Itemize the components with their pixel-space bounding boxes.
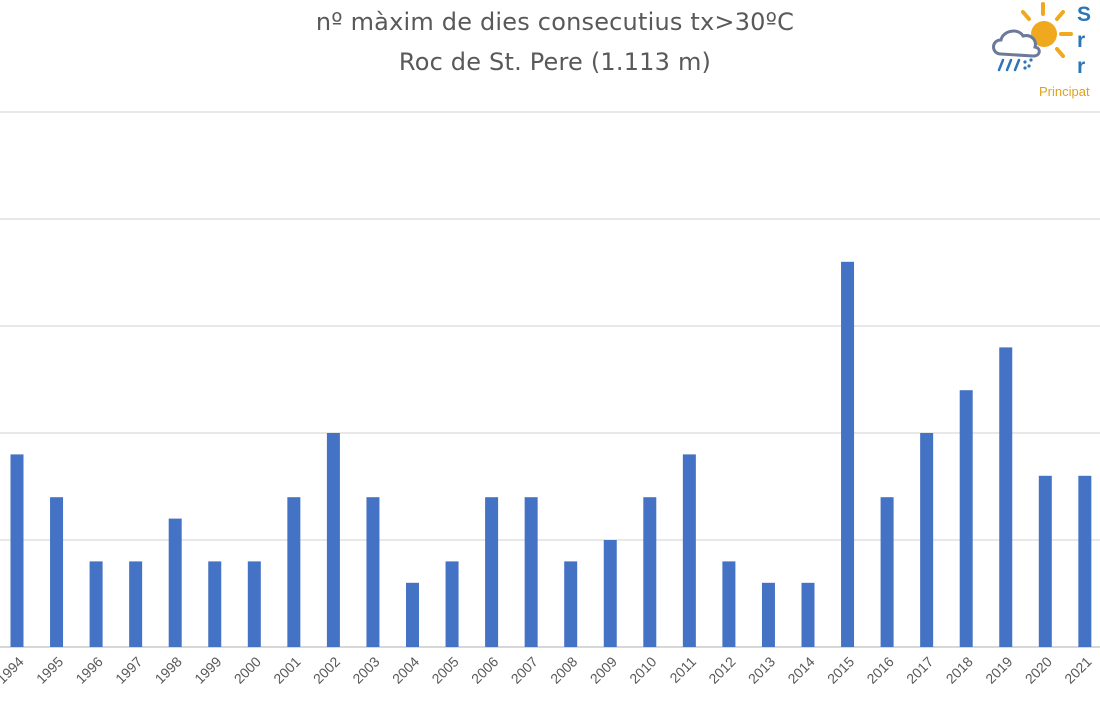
logo-lettering: S r r — [1077, 2, 1100, 80]
gridlines — [0, 111, 1100, 648]
bar-2018 — [959, 390, 973, 647]
x-tick-label: 2003 — [349, 653, 382, 686]
bar-1994 — [10, 454, 24, 647]
x-tick-label: 2021 — [1061, 653, 1094, 686]
bars — [10, 261, 1092, 647]
bar-2020 — [1038, 475, 1052, 647]
x-tick-label: 1996 — [72, 653, 105, 686]
bar-2001 — [287, 497, 301, 647]
x-tick-label: 1997 — [112, 653, 145, 686]
chart-subtitle: Roc de St. Pere (1.113 m) — [398, 48, 712, 76]
brand-logo: S r r Principat — [985, 0, 1100, 108]
x-tick-label: 2014 — [784, 653, 817, 686]
bar-1996 — [89, 561, 103, 647]
bar-1997 — [129, 561, 143, 647]
bar-2021 — [1078, 475, 1092, 647]
x-tick-label: 2019 — [982, 653, 1015, 686]
x-tick-label: 2013 — [745, 653, 778, 686]
x-tick-label: 2020 — [1022, 653, 1055, 686]
bar-2005 — [445, 561, 459, 647]
bar-2016 — [880, 497, 894, 647]
bar-2017 — [920, 433, 934, 647]
logo-letter: S — [1077, 3, 1092, 26]
logo-letter: r — [1077, 29, 1086, 52]
bar-2004 — [406, 582, 419, 647]
bar-2013 — [761, 582, 775, 647]
x-tick-label: 2002 — [310, 653, 343, 686]
x-tick-label: 2018 — [943, 653, 976, 686]
x-tick-label: 2005 — [428, 653, 461, 686]
x-tick-label: 1995 — [33, 653, 66, 686]
x-tick-label: 2004 — [389, 653, 422, 686]
x-tick-label: 2017 — [903, 653, 936, 686]
bar-1998 — [168, 518, 182, 647]
x-tick-label: 1998 — [152, 653, 185, 686]
x-axis-labels: 1994 1995 1996 1997 1998 1999 2000 2001 2002 2003… — [0, 653, 1095, 686]
bar-2009 — [603, 540, 617, 647]
bar-2006 — [485, 497, 499, 647]
logo-subtitle: Principat — [1039, 84, 1090, 99]
bar-1995 — [50, 497, 64, 647]
logo-letter: r — [1077, 55, 1086, 78]
x-tick-label: 2007 — [508, 653, 541, 686]
chart-title: nº màxim de dies consecutius tx>30ºC — [315, 8, 795, 36]
x-tick-label: 2012 — [705, 653, 738, 686]
weather-sun-cloud-icon — [992, 2, 1073, 72]
x-tick-label: 2015 — [824, 653, 857, 686]
x-tick-label: 1994 — [0, 653, 27, 686]
bar-2008 — [564, 561, 578, 647]
bar-1999 — [208, 561, 222, 647]
bar-2014 — [801, 582, 815, 647]
x-tick-label: 2006 — [468, 653, 501, 686]
bar-2011 — [682, 454, 696, 647]
x-tick-label: 2011 — [666, 653, 699, 686]
x-tick-label: 1999 — [191, 653, 224, 686]
x-tick-label: 2001 — [270, 653, 303, 686]
x-tick-label: 2010 — [626, 653, 659, 686]
bar-2019 — [999, 347, 1013, 647]
bar-2007 — [524, 497, 538, 647]
x-tick-label: 2000 — [231, 653, 264, 686]
bar-2000 — [247, 561, 261, 647]
x-tick-label: 2009 — [587, 653, 620, 686]
bar-2002 — [326, 433, 340, 647]
x-tick-label: 2016 — [863, 653, 896, 686]
bar-2015 — [841, 261, 855, 647]
bar-2010 — [643, 497, 657, 647]
x-tick-label: 2008 — [547, 653, 580, 686]
bar-2012 — [722, 561, 736, 647]
bar-2003 — [366, 497, 380, 647]
